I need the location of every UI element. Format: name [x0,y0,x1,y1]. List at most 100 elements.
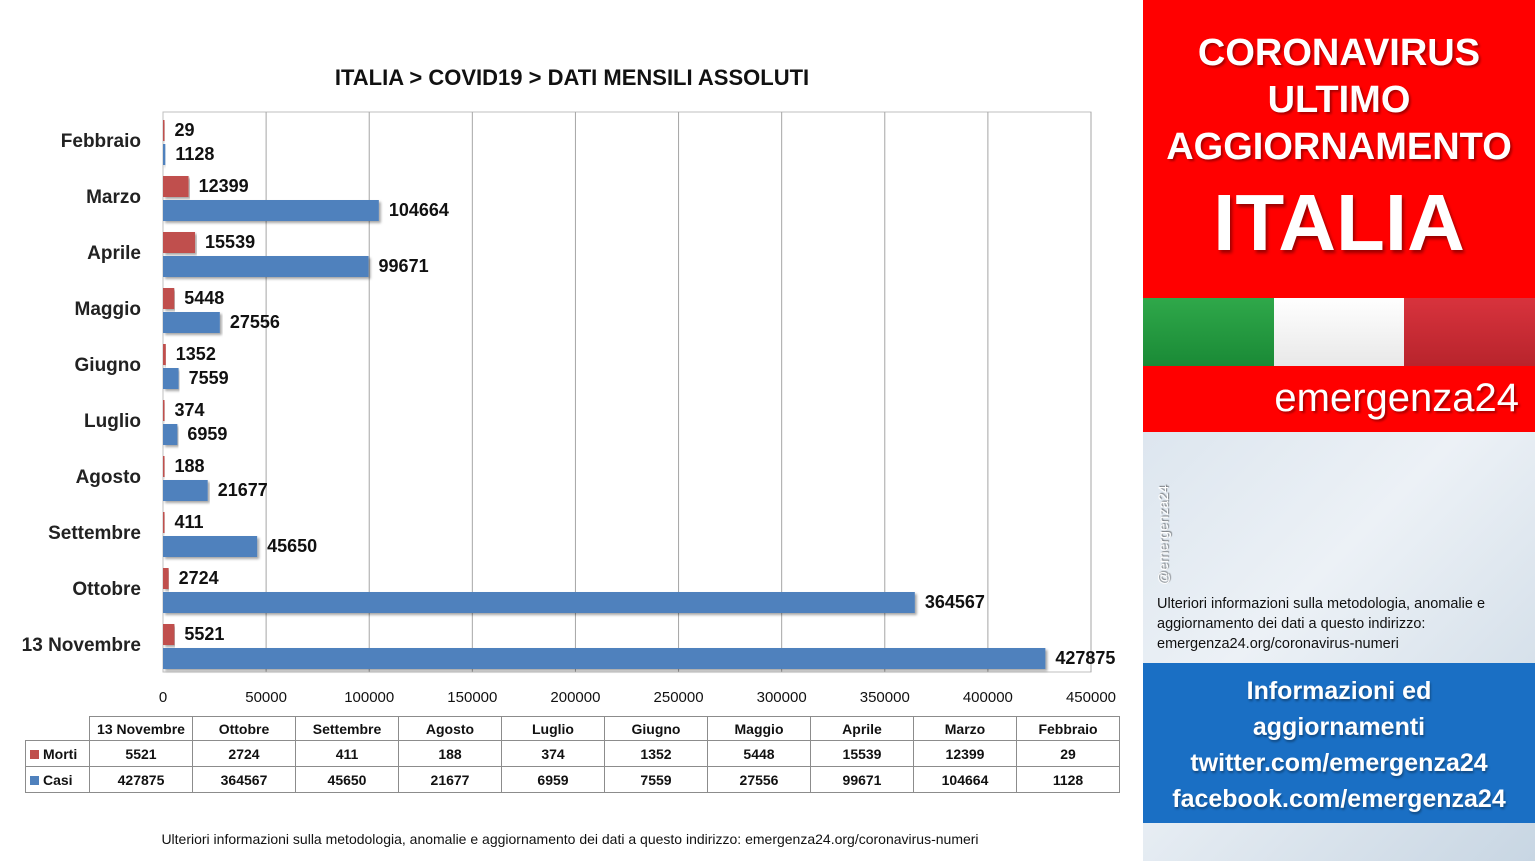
data-label: 427875 [1055,648,1115,668]
bars [163,120,1046,669]
x-tick-label: 250000 [654,689,704,706]
brand-name: emergenza24 [1274,376,1519,420]
chart-area: ITALIA > COVID19 > DATI MENSILI ASSOLUTI… [21,65,1120,847]
data-label: 104664 [389,200,449,220]
table-cell: 1128 [1016,766,1120,793]
bar-casi [163,368,179,389]
table-cell: 29 [1016,740,1120,767]
category-label: Marzo [86,187,141,208]
category-label: Ottobre [72,579,141,600]
bar-casi [163,200,379,221]
category-label: Settembre [48,523,141,544]
flag-white-band [1273,298,1405,366]
table-cell: 374 [501,740,605,767]
category-label: Maggio [75,299,142,320]
table-cell: 12399 [913,740,1017,767]
x-tick-label: 450000 [1066,689,1116,706]
table-row-label: Morti [25,740,90,767]
legend-label: Morti [43,745,78,762]
x-tick-label: 100000 [344,689,394,706]
table-cell: 5448 [707,740,811,767]
legend-swatch-icon [30,750,39,760]
italian-flag-icon [1143,298,1535,366]
bar-casi [163,480,208,501]
footnote: Ulteriori informazioni sulla metodologia… [161,831,979,847]
bar-morti [163,512,165,533]
x-tick-label: 150000 [447,689,497,706]
bar-morti [163,400,165,421]
table-cell: 411 [295,740,399,767]
category-label: Febbraio [61,131,141,152]
bar-morti [163,344,166,365]
country-name: ITALIA [1213,178,1465,267]
bar-casi [163,536,258,557]
links-box: Informazioni ed aggiornamenti twitter.co… [1143,663,1535,823]
links-line-1: Informazioni ed [1246,677,1432,705]
data-label: 188 [175,456,205,476]
bar-morti [163,456,165,477]
data-label: 29 [175,120,195,140]
category-labels: Febbraio Marzo Aprile Maggio Giugno Luglio Ago… [22,131,141,656]
table-cell: 27556 [707,766,811,793]
headline-line-2: ULTIMO [1267,79,1411,121]
category-label: Aprile [87,243,141,264]
table-header-cell: Agosto [398,716,502,741]
bar-casi [163,648,1046,669]
table-cell: 364567 [192,766,296,793]
data-label: 99671 [379,256,429,276]
headline-line-3: AGGIORNAMENTO [1166,126,1512,168]
table-header-cell: Aprile [810,716,914,741]
x-tick-label: 200000 [550,689,600,706]
headline-line-1: CORONAVIRUS [1197,32,1481,74]
plot-border [162,111,1092,673]
bar-casi [163,592,915,613]
bar-morti [163,624,175,645]
table-cell: 7559 [604,766,708,793]
data-label: 15539 [205,232,255,252]
table-header-cell: Settembre [295,716,399,741]
bar-morti [163,568,169,589]
bar-morti [163,288,175,309]
table-header-cell: Maggio [707,716,811,741]
chart-title: ITALIA > COVID19 > DATI MENSILI ASSOLUTI [335,65,809,90]
side-panel: CORONAVIRUS ULTIMO AGGIORNAMENTO ITALIA … [1143,0,1535,861]
table-cell: 99671 [810,766,914,793]
brand-box: emergenza24 [1143,366,1535,432]
data-label: 7559 [189,368,229,388]
data-label: 12399 [199,176,249,196]
headline-box: CORONAVIRUS ULTIMO AGGIORNAMENTO ITALIA [1143,0,1535,298]
table-cell: 104664 [913,766,1017,793]
category-label: Agosto [76,467,141,488]
info-text: Ulteriori informazioni sulla metodologia… [1157,596,1486,652]
data-table: 13 Novembre Ottobre Settembre Agosto Luglio G… [25,716,1120,793]
table-cell: 45650 [295,766,399,793]
bar-casi [163,144,166,165]
x-tick-label: 300000 [757,689,807,706]
table-header-cell: Luglio [501,716,605,741]
x-tick-label: 50000 [245,689,287,706]
flag-red-band [1404,298,1535,366]
table-cell: 5521 [89,740,193,767]
data-label: 374 [175,400,205,420]
bar-casi [163,424,178,445]
flag-green-band [1143,298,1274,366]
links-line-2: aggiornamenti [1252,713,1426,741]
facebook-link[interactable]: facebook.com/emergenza24 [1172,785,1506,813]
table-row-label: Casi [25,766,90,793]
twitter-link[interactable]: twitter.com/emergenza24 [1190,749,1488,777]
legend-swatch-icon [30,776,39,786]
data-label: 1128 [175,144,214,164]
bar-morti [163,232,196,253]
category-label: Giugno [75,355,141,376]
table-cell: 1352 [604,740,708,767]
category-label: 13 Novembre [22,635,141,656]
data-label: 5521 [184,624,224,644]
data-label: 6959 [187,424,227,444]
x-axis-ticks: 0 50000 100000 150000 200000 250000 300000 3500… [159,689,1116,706]
social-handle: @emergenza24 [1155,485,1171,585]
category-label: Luglio [84,411,141,432]
legend-label: Casi [43,771,73,788]
data-label: 45650 [267,536,317,556]
data-label: 411 [175,512,204,532]
bar-morti [163,120,165,141]
